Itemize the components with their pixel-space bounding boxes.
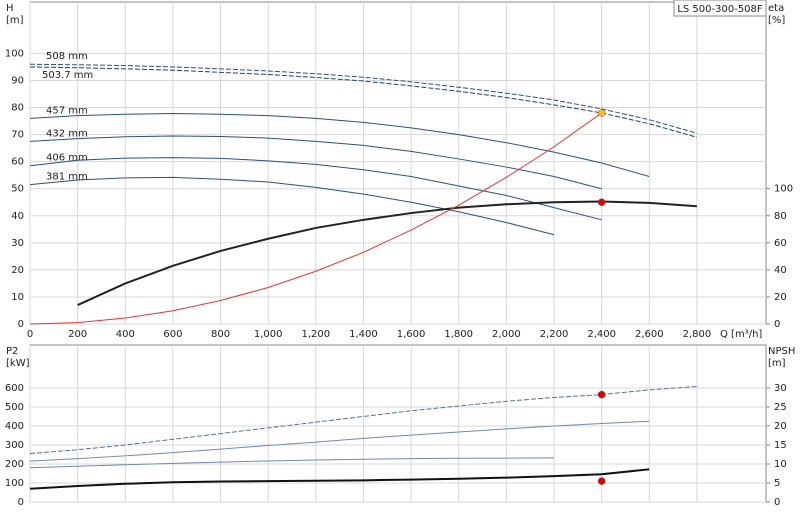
x-tick-label: 600 xyxy=(163,329,182,340)
y-tick-label: 300 xyxy=(5,440,24,451)
curve xyxy=(29,157,602,221)
curve-label: 503.7 mm xyxy=(42,70,93,81)
y-tick-label: 70 xyxy=(11,130,24,141)
x-tick-label: 1,600 xyxy=(397,329,426,340)
y-tick-label: 500 xyxy=(5,402,24,413)
curve xyxy=(29,112,650,178)
y2-tick-label: 60 xyxy=(774,238,787,249)
x-axis-label: Q [m³/h] xyxy=(720,329,762,340)
curve-label: 406 mm xyxy=(46,153,88,164)
x-tick-label: 0 xyxy=(27,329,33,340)
curve xyxy=(29,468,650,490)
y-tick-label: 80 xyxy=(11,103,24,114)
curve-label: 381 mm xyxy=(46,172,88,183)
y2-tick-label: 20 xyxy=(774,421,787,432)
y-tick-label: 100 xyxy=(5,478,24,489)
curve xyxy=(29,420,650,462)
y2-tick-label: 25 xyxy=(774,402,787,413)
x-tick-label: 400 xyxy=(116,329,135,340)
y-tick-label: 0 xyxy=(18,497,24,508)
curve xyxy=(29,176,555,236)
x-tick-label: 800 xyxy=(211,329,230,340)
y-axis-label: P2 xyxy=(6,346,18,357)
x-tick-label: 1,000 xyxy=(254,329,283,340)
x-tick-label: 1,400 xyxy=(349,329,378,340)
y-tick-label: 20 xyxy=(11,265,24,276)
duty-point xyxy=(597,390,606,399)
curve-label: 508 mm xyxy=(46,51,88,62)
y2-axis-label: [m] xyxy=(768,358,786,369)
curve xyxy=(29,63,698,134)
y2-tick-label: 5 xyxy=(774,478,780,489)
y2-tick-label: 40 xyxy=(774,265,787,276)
y2-tick-label: 80 xyxy=(774,211,787,222)
curve-label: 457 mm xyxy=(46,105,88,116)
title-box xyxy=(673,0,767,17)
y-axis-label: [m] xyxy=(6,15,24,26)
y2-tick-label: 0 xyxy=(774,319,780,330)
y-tick-label: 200 xyxy=(5,459,24,470)
y2-axis-label: [%] xyxy=(768,15,785,26)
curve xyxy=(29,112,602,325)
y-tick-label: 90 xyxy=(11,75,24,86)
x-tick-label: 2,200 xyxy=(540,329,569,340)
y2-tick-label: 20 xyxy=(774,292,787,303)
x-tick-label: 2,800 xyxy=(683,329,712,340)
y-tick-label: 40 xyxy=(11,211,24,222)
y-tick-label: 10 xyxy=(11,292,24,303)
y2-tick-label: 100 xyxy=(774,184,793,195)
y-tick-label: 600 xyxy=(5,383,24,394)
duty-point xyxy=(597,198,606,206)
curve xyxy=(77,200,697,306)
y2-axis-label: NPSH xyxy=(768,346,795,357)
curve-label: 432 mm xyxy=(46,128,88,139)
x-tick-label: 1,800 xyxy=(444,329,473,340)
y-tick-label: 100 xyxy=(5,48,24,59)
plot-frame xyxy=(29,1,767,325)
y-axis-label: [kW] xyxy=(6,358,30,369)
x-tick-label: 2,400 xyxy=(587,329,616,340)
x-tick-label: 2,600 xyxy=(635,329,664,340)
y2-tick-label: 30 xyxy=(774,383,787,394)
duty-point xyxy=(597,109,606,117)
y-tick-label: 30 xyxy=(11,238,24,249)
y2-tick-label: 10 xyxy=(774,459,787,470)
y-tick-label: 60 xyxy=(11,157,24,168)
chart-title: LS 500-300-508F xyxy=(677,4,763,15)
y2-tick-label: 15 xyxy=(774,440,787,451)
y-axis-label: H xyxy=(6,3,14,14)
y-tick-label: 50 xyxy=(11,184,24,195)
y-tick-label: 0 xyxy=(18,319,24,330)
curve xyxy=(29,135,602,190)
x-tick-label: 2,000 xyxy=(492,329,521,340)
y2-axis-label: eta xyxy=(768,3,784,14)
duty-point xyxy=(597,477,606,485)
plot-frame xyxy=(29,344,767,503)
y2-tick-label: 0 xyxy=(774,497,780,508)
curve xyxy=(29,66,698,138)
x-tick-label: 1,200 xyxy=(302,329,331,340)
x-tick-label: 200 xyxy=(68,329,87,340)
curve xyxy=(29,457,555,469)
y-tick-label: 400 xyxy=(5,421,24,432)
